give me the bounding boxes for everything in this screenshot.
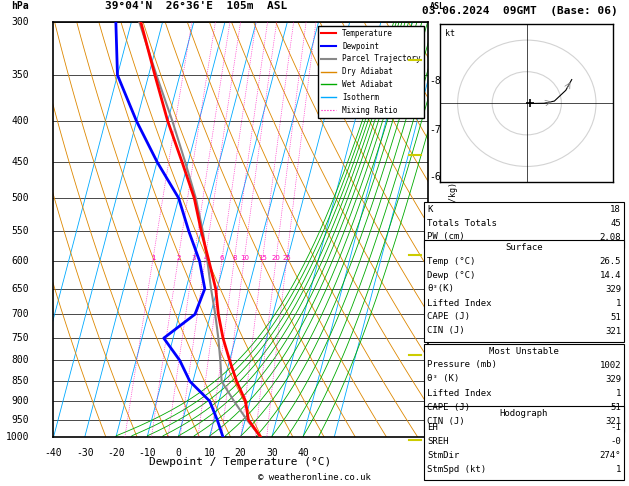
Text: 4: 4 (203, 255, 208, 261)
Text: θᵌ (K): θᵌ (K) (427, 375, 459, 383)
Text: CAPE (J): CAPE (J) (427, 402, 470, 412)
Text: 450: 450 (11, 157, 29, 167)
Text: © weatheronline.co.uk: © weatheronline.co.uk (257, 473, 370, 482)
Text: kt: kt (445, 29, 455, 38)
Text: 750: 750 (11, 333, 29, 343)
Text: Lifted Index: Lifted Index (427, 298, 491, 308)
Text: 350: 350 (11, 70, 29, 80)
Text: 274°: 274° (599, 451, 621, 459)
Text: -4: -4 (430, 265, 442, 275)
Text: 600: 600 (11, 256, 29, 266)
Text: 1: 1 (616, 388, 621, 398)
Text: 2.08: 2.08 (599, 232, 621, 242)
Text: 30: 30 (266, 448, 277, 458)
Text: 8: 8 (232, 255, 237, 261)
Text: 400: 400 (11, 116, 29, 126)
Text: 321: 321 (605, 327, 621, 335)
Text: SREH: SREH (427, 436, 448, 446)
Text: 51: 51 (610, 402, 621, 412)
Text: Surface: Surface (505, 243, 543, 251)
Text: 1002: 1002 (599, 361, 621, 369)
Text: Totals Totals: Totals Totals (427, 219, 497, 227)
Text: K: K (427, 205, 432, 213)
Text: Most Unstable: Most Unstable (489, 347, 559, 355)
Text: CAPE (J): CAPE (J) (427, 312, 470, 322)
Text: 321: 321 (605, 417, 621, 426)
Text: 10: 10 (204, 448, 215, 458)
Text: 329: 329 (605, 375, 621, 383)
Text: 10: 10 (240, 255, 249, 261)
Text: LCL: LCL (430, 373, 445, 382)
Text: 3: 3 (192, 255, 196, 261)
Text: km
ASL: km ASL (430, 0, 445, 12)
Text: 1: 1 (616, 298, 621, 308)
Text: -10: -10 (138, 448, 156, 458)
Text: 650: 650 (11, 284, 29, 294)
Text: 850: 850 (11, 376, 29, 386)
Text: -1: -1 (430, 396, 442, 406)
Text: 0: 0 (175, 448, 181, 458)
Text: CIN (J): CIN (J) (427, 327, 465, 335)
Text: StmSpd (kt): StmSpd (kt) (427, 465, 486, 473)
Text: 03.06.2024  09GMT  (Base: 06): 03.06.2024 09GMT (Base: 06) (422, 6, 618, 16)
Text: EH: EH (427, 422, 438, 432)
Text: 1: 1 (616, 465, 621, 473)
Bar (424, 202, 624, 248)
Text: -8: -8 (430, 76, 442, 86)
Text: 18: 18 (610, 205, 621, 213)
Text: 20: 20 (235, 448, 247, 458)
Bar (424, 406, 624, 480)
Text: 26.5: 26.5 (599, 257, 621, 265)
Text: 51: 51 (610, 312, 621, 322)
Text: 700: 700 (11, 309, 29, 319)
Text: Pressure (mb): Pressure (mb) (427, 361, 497, 369)
Text: 800: 800 (11, 355, 29, 365)
Text: -20: -20 (107, 448, 125, 458)
Text: hPa: hPa (11, 1, 29, 12)
Text: -2: -2 (430, 353, 442, 363)
Text: CIN (J): CIN (J) (427, 417, 465, 426)
Text: 1000: 1000 (6, 433, 29, 442)
Text: θᵌ(K): θᵌ(K) (427, 284, 454, 294)
Text: 900: 900 (11, 396, 29, 406)
Text: 2: 2 (176, 255, 181, 261)
Text: -6: -6 (430, 172, 442, 182)
Text: -0: -0 (610, 436, 621, 446)
Bar (424, 240, 624, 342)
Text: Mixing Ratio (g/kg): Mixing Ratio (g/kg) (449, 182, 459, 277)
Text: Lifted Index: Lifted Index (427, 388, 491, 398)
Text: 15: 15 (259, 255, 267, 261)
Text: 39°04'N  26°36'E  105m  ASL: 39°04'N 26°36'E 105m ASL (104, 1, 287, 12)
Text: 14.4: 14.4 (599, 271, 621, 279)
Text: 1: 1 (151, 255, 155, 261)
X-axis label: Dewpoint / Temperature (°C): Dewpoint / Temperature (°C) (150, 457, 331, 467)
Text: 500: 500 (11, 193, 29, 203)
Text: PW (cm): PW (cm) (427, 232, 465, 242)
Text: -30: -30 (76, 448, 94, 458)
Text: 40: 40 (297, 448, 309, 458)
Text: StmDir: StmDir (427, 451, 459, 459)
Text: 550: 550 (11, 226, 29, 236)
Text: 20: 20 (272, 255, 281, 261)
Text: 25: 25 (282, 255, 291, 261)
Text: -40: -40 (45, 448, 62, 458)
Text: -1: -1 (610, 422, 621, 432)
Text: -3: -3 (430, 309, 442, 319)
Text: Hodograph: Hodograph (500, 409, 548, 417)
Legend: Temperature, Dewpoint, Parcel Trajectory, Dry Adiabat, Wet Adiabat, Isotherm, Mi: Temperature, Dewpoint, Parcel Trajectory… (318, 26, 424, 118)
Text: -7: -7 (430, 125, 442, 135)
Bar (424, 344, 624, 432)
Text: 329: 329 (605, 284, 621, 294)
Text: 950: 950 (11, 415, 29, 425)
Text: Temp (°C): Temp (°C) (427, 257, 476, 265)
Text: 45: 45 (610, 219, 621, 227)
Text: 300: 300 (11, 17, 29, 27)
Text: 6: 6 (220, 255, 225, 261)
Text: Dewp (°C): Dewp (°C) (427, 271, 476, 279)
Text: -5: -5 (430, 220, 442, 230)
